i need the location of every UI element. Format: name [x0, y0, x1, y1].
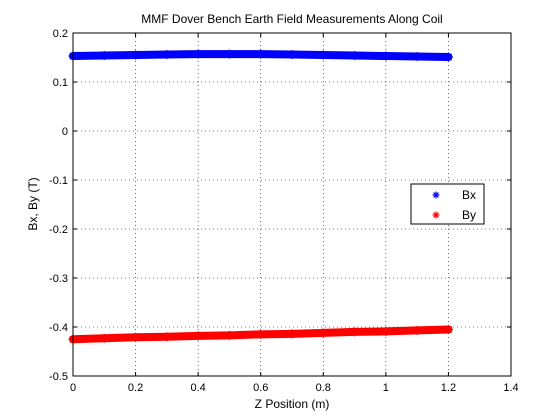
x-tick-label: 1	[383, 382, 389, 394]
x-tick-label: 1.2	[441, 382, 456, 394]
grid	[73, 33, 511, 376]
data-point-by	[99, 333, 109, 343]
x-tick-label: 0	[70, 382, 76, 394]
y-tick-label: -0.2	[49, 224, 68, 236]
data-point-bx	[318, 50, 328, 60]
y-tick-label: -0.1	[49, 175, 68, 187]
data-point-bx	[99, 51, 109, 61]
data-point-bx	[381, 51, 391, 61]
data-point-by	[224, 330, 234, 340]
plot-area	[68, 49, 453, 344]
y-tick-label: -0.3	[49, 273, 68, 285]
data-point-by	[131, 332, 141, 342]
x-axis-label: Z Position (m)	[255, 397, 330, 411]
x-tick-label: 0.6	[253, 382, 268, 394]
chart-title: MMF Dover Bench Earth Field Measurements…	[141, 12, 442, 26]
data-point-by	[256, 329, 266, 339]
legend-label-bx: Bx	[462, 188, 476, 202]
data-point-bx	[287, 50, 297, 60]
data-point-by	[193, 331, 203, 341]
y-axis-label: Bx, By (T)	[26, 177, 40, 230]
legend-label-by: By	[462, 208, 476, 222]
legend-box	[410, 183, 485, 225]
x-tick-label: 0.8	[316, 382, 331, 394]
data-point-by	[381, 326, 391, 336]
y-tick-label: 0.1	[53, 77, 68, 89]
data-point-bx	[412, 52, 422, 62]
y-tick-label: 0.2	[53, 28, 68, 40]
x-tick-label: 0.4	[190, 382, 205, 394]
data-point-by	[350, 327, 360, 337]
y-tick-label: -0.5	[49, 371, 68, 383]
axis-ticks: 0 0.2 0.4 0.6 0.8 1 1.2 1.4 -0.5 -0.4 -0.3 -0.2 -0.1…	[49, 28, 519, 394]
legend-marker-by	[432, 211, 440, 219]
data-point-by	[162, 332, 172, 342]
data-point-bx	[224, 49, 234, 59]
data-point-by	[287, 329, 297, 339]
data-point-bx	[131, 50, 141, 60]
data-point-bx	[162, 50, 172, 60]
y-tick-label: -0.4	[49, 322, 68, 334]
legend: Bx By	[410, 183, 485, 225]
x-tick-label: 0.2	[128, 382, 143, 394]
data-point-bx	[193, 49, 203, 59]
data-point-by	[318, 328, 328, 338]
x-tick-label: 1.4	[503, 382, 518, 394]
data-point-bx	[350, 51, 360, 61]
legend-marker-bx	[432, 191, 440, 199]
axes-frame	[72, 32, 512, 377]
data-point-by	[412, 325, 422, 335]
series-bx	[68, 49, 453, 62]
data-point-bx	[443, 52, 453, 62]
data-point-bx	[256, 49, 266, 59]
y-tick-label: 0	[62, 126, 68, 138]
data-point-by	[443, 324, 453, 334]
